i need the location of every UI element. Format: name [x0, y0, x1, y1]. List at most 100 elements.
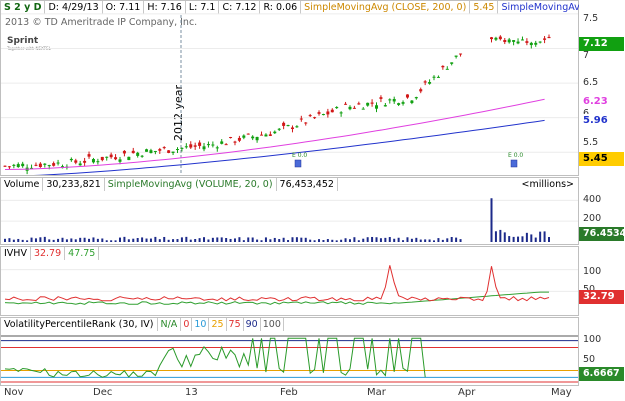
vpr-panel: VolatilityPercentileRank (30, IV) N/A 0 … — [0, 317, 579, 386]
volume-bar — [419, 239, 422, 242]
vpr-level-10: 10 — [192, 318, 210, 331]
volume-bar — [207, 239, 210, 242]
vpr-plot — [1, 335, 578, 383]
volume-bar — [287, 240, 290, 242]
volume-bar — [548, 237, 550, 242]
candle-body — [220, 141, 224, 144]
volume-bar — [433, 240, 436, 242]
candle-body — [16, 164, 20, 168]
ivhv-tick: 100 — [583, 266, 602, 277]
candle-body — [273, 131, 277, 134]
candle-body — [7, 166, 11, 168]
candle-body — [12, 164, 16, 166]
volume-value: 30,233,821 — [43, 178, 105, 191]
volume-bar — [273, 237, 276, 242]
ivhv-header: IVHV 32.79 47.75 — [1, 247, 100, 260]
candle-body — [379, 97, 383, 99]
candle-body — [344, 103, 348, 105]
volume-sma-label[interactable]: SimpleMovingAvg (VOLUME, 20, 0) — [105, 178, 277, 191]
volume-bar — [110, 240, 113, 242]
symbol-label[interactable]: S 2 y D — [1, 1, 46, 14]
volume-bar — [216, 237, 219, 242]
candle-body — [361, 108, 365, 110]
volume-bar — [220, 237, 223, 242]
candle-body — [145, 149, 149, 152]
candle-body — [215, 147, 219, 149]
volume-bar — [225, 238, 228, 242]
volume-bar — [57, 238, 60, 242]
volume-bar — [8, 238, 11, 242]
volume-bar — [406, 237, 409, 242]
volume-bar — [521, 236, 524, 242]
volume-bar — [39, 237, 42, 242]
ivhv-badge: 32.79 — [579, 290, 624, 304]
sma200-label[interactable]: SimpleMovingAvg (CLOSE, 200, 0) — [301, 1, 471, 14]
hv-value: 47.75 — [65, 247, 100, 260]
volume-bar — [371, 236, 374, 242]
volume-bar — [499, 229, 502, 242]
volume-plot — [1, 198, 578, 242]
volume-bar — [517, 236, 520, 242]
volume-bar — [357, 240, 360, 242]
volume-bar — [17, 238, 20, 242]
volume-header: Volume 30,233,821 SimpleMovingAvg (VOLUM… — [1, 178, 338, 191]
volume-bar — [543, 231, 546, 242]
volume-bar — [379, 238, 382, 242]
candle-body — [87, 154, 91, 157]
last-price-badge: 7.12 — [579, 37, 624, 51]
volume-bar — [203, 237, 206, 242]
candle-body — [326, 111, 330, 115]
close-value: C: 7.12 — [219, 1, 261, 14]
candle-body — [242, 135, 246, 138]
vpr-level-0: 0 — [181, 318, 193, 331]
vpr-tick: 100 — [583, 334, 602, 345]
ivhv-plot — [1, 265, 578, 305]
volume-bar — [348, 239, 351, 242]
candle-body — [339, 112, 343, 114]
volume-bar — [313, 240, 316, 242]
candle-body — [162, 147, 166, 149]
volume-bar — [344, 238, 347, 242]
volume-bar — [437, 238, 440, 242]
volume-bar — [455, 237, 458, 242]
candle-body — [388, 99, 392, 101]
high-value: H: 7.16 — [144, 1, 186, 14]
volume-bar — [43, 236, 46, 242]
volume-bar — [441, 239, 444, 242]
candle-body — [118, 159, 122, 162]
vpr-level-90: 90 — [244, 318, 261, 331]
candle-body — [392, 98, 396, 102]
candle-body — [357, 103, 361, 105]
candle-body — [445, 68, 449, 70]
volume-bar — [233, 238, 236, 242]
candle-body — [304, 122, 308, 124]
candle-body — [78, 163, 82, 166]
candle-body — [91, 159, 95, 163]
volume-bar — [180, 237, 183, 242]
candle-body — [264, 134, 268, 137]
sma200-value: 5.45 — [470, 1, 499, 14]
candle-body — [122, 150, 126, 154]
volume-bar — [163, 236, 166, 242]
vpr-label[interactable]: VolatilityPercentileRank (30, IV) — [1, 318, 158, 331]
candle-body — [286, 125, 290, 127]
candle-body — [255, 136, 259, 141]
price-plot: E 0.0 E 0.0 — [1, 13, 578, 175]
volume-bar — [494, 231, 497, 242]
vpr-line — [4, 337, 426, 378]
ivhv-label[interactable]: IVHV — [1, 247, 31, 260]
candle-body — [189, 144, 193, 148]
volume-bar — [83, 237, 86, 242]
volume-bar — [269, 239, 272, 242]
open-value: O: 7.11 — [103, 1, 145, 14]
price-tick: 7.5 — [583, 13, 599, 24]
vpr-header: VolatilityPercentileRank (30, IV) N/A 0 … — [1, 318, 284, 331]
candle-body — [114, 157, 118, 160]
candle-body — [30, 167, 34, 169]
volume-bar — [127, 239, 130, 242]
volume-bar — [366, 237, 369, 242]
volume-badge: 76.4534 — [579, 227, 625, 241]
candle-body — [109, 154, 113, 158]
volume-label[interactable]: Volume — [1, 178, 44, 191]
volume-bar — [295, 237, 298, 242]
